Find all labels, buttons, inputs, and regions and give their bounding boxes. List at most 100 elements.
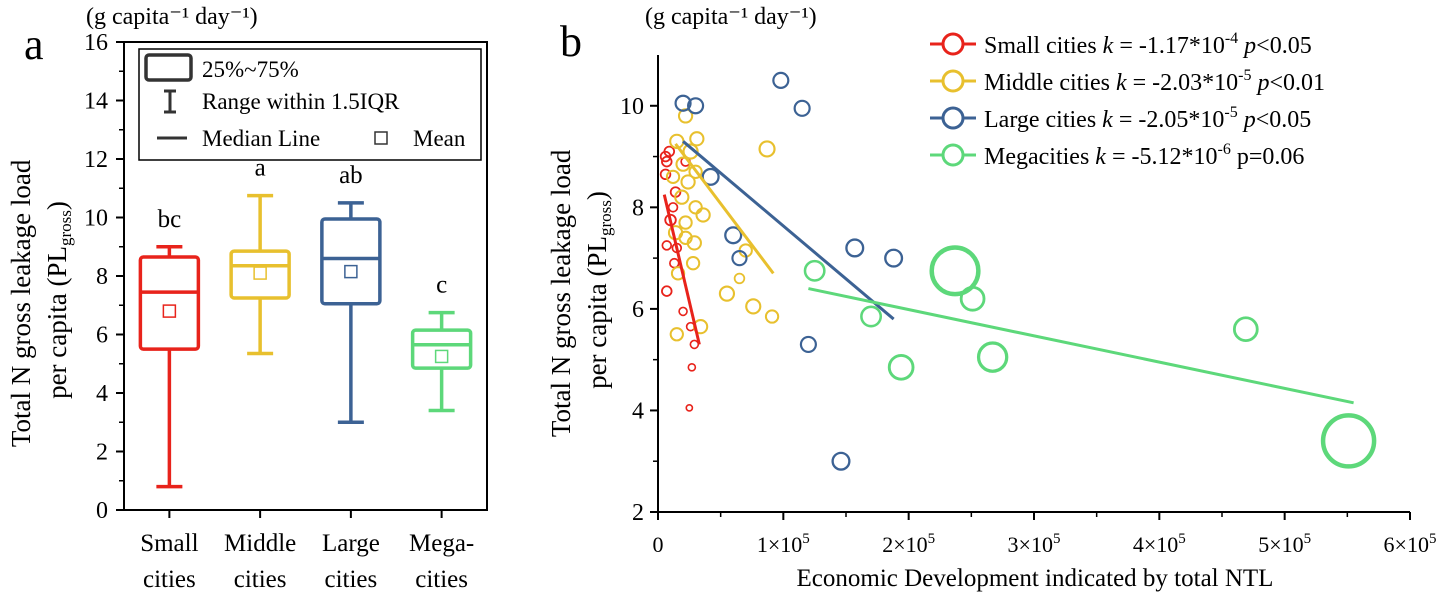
legend-slope: = -5.12*10 [1106, 144, 1218, 170]
x-tick-mantissa: 0 [653, 532, 664, 557]
y-tick-label: 12 [84, 147, 108, 173]
legend-series-name: Large cities [984, 107, 1102, 133]
series-middle-cities [665, 108, 780, 342]
legend-k-symbol: k [1102, 107, 1113, 133]
data-point [731, 250, 748, 267]
panel-b-ylabel-sub: gross [596, 200, 615, 236]
x-tick-label-line2: cities [324, 566, 377, 593]
data-point [687, 97, 705, 115]
data-point [674, 94, 692, 112]
data-point [929, 245, 981, 297]
series-megacities [803, 245, 1377, 469]
legend-p-value: <0.05 [1256, 107, 1312, 133]
data-point [661, 285, 673, 297]
significance-letter: bc [158, 206, 182, 233]
data-point [663, 145, 676, 158]
y-tick-label: 4 [632, 398, 644, 424]
x-tick-label: 2×105 [882, 531, 935, 557]
panel-b-ylabel-line1: Total N gross leakage load [546, 149, 576, 437]
legend-mean-label: Mean [413, 126, 466, 151]
legend-marker [941, 106, 965, 130]
panel-a-ylabel-line1: Total N gross leakage load [6, 159, 36, 447]
data-point [688, 164, 703, 179]
y-tick-label: 8 [632, 195, 644, 221]
data-point [793, 99, 811, 117]
legend-slope: = -1.17*10 [1113, 33, 1225, 59]
legend-frame [138, 48, 482, 161]
x-tick-exponent: 5 [1053, 531, 1061, 547]
x-tick-label: 6×105 [1384, 531, 1437, 557]
legend-series-name: Megacities [984, 144, 1095, 170]
y-tick-label: 10 [84, 206, 108, 232]
legend-p-symbol: p [1238, 107, 1256, 133]
box-megacities: c Mega-cities [409, 272, 474, 593]
panel-b-legend: Small cities k = -1.17*10-4 p<0.05 Middle… [930, 30, 1325, 170]
x-tick-label: 0 [653, 532, 664, 557]
x-tick-exponent: 5 [802, 531, 810, 547]
data-point [724, 226, 743, 245]
legend-entry: Large cities k = -2.05*10-5 p<0.05 [984, 104, 1311, 133]
panel-a-letter: a [24, 20, 44, 69]
panel-a-units: (g capita⁻¹ day⁻¹) [86, 4, 258, 30]
data-point [733, 272, 746, 285]
x-tick-label-line1: Large [322, 530, 380, 557]
legend-range-label: Range within 1.5IQR [202, 89, 400, 114]
data-point [678, 215, 693, 230]
legend-k-symbol: k [1116, 70, 1127, 96]
legend-slope-exponent: -6 [1217, 141, 1230, 158]
panel-b-ylabel: Total N gross leakage load per capita (P… [546, 143, 615, 437]
fit-line-megacities [808, 287, 1354, 405]
data-point [976, 341, 1009, 373]
x-tick-mantissa: 1×10 [757, 532, 802, 557]
panel-b-ylabel-close: ) [582, 191, 612, 200]
legend-k-symbol: k [1095, 144, 1106, 170]
legend-p-value: p=0.06 [1231, 144, 1305, 170]
panel-a-legend: 25%~75% Range within 1.5IQR Median Line … [138, 48, 482, 161]
data-point [688, 200, 703, 215]
x-tick-label: 5×105 [1258, 531, 1311, 557]
legend-series-name: Small cities [984, 33, 1103, 59]
legend-entry: Small cities k = -1.17*10-4 p<0.05 [984, 30, 1312, 59]
legend-median-label: Median Line [202, 126, 320, 151]
y-tick-label: 8 [96, 264, 108, 290]
fit-line-middle-cities [674, 142, 775, 275]
panel-b: b (g capita⁻¹ day⁻¹) Total N gross leaka… [546, 4, 1436, 592]
data-point [772, 71, 790, 89]
legend-slope-exponent: -5 [1224, 104, 1237, 121]
data-point [669, 327, 684, 342]
box-large-cities: ab Large cities [320, 162, 382, 593]
legend-marker [941, 69, 965, 93]
box-middle-cities: a Middle cities [224, 155, 296, 593]
data-point [689, 131, 705, 147]
y-tick-label: 14 [84, 89, 108, 115]
y-tick-label: 6 [632, 297, 644, 323]
panel-a-ylabel-line2: per capita (PL [42, 246, 72, 399]
x-tick-exponent: 5 [1178, 531, 1186, 547]
x-tick-label: 1×105 [757, 531, 810, 557]
legend-slope-exponent: -5 [1238, 67, 1251, 84]
significance-letter: ab [339, 162, 363, 189]
data-point [674, 189, 690, 205]
data-point [695, 207, 711, 223]
box-iqr [410, 328, 473, 370]
y-tick-label: 0 [96, 498, 108, 524]
data-point [680, 174, 696, 190]
panel-b-units: (g capita⁻¹ day⁻¹) [645, 4, 817, 30]
fit-line-small-cities [662, 194, 701, 345]
data-point [831, 451, 851, 471]
data-point [685, 404, 694, 412]
legend-series-name: Middle cities [984, 70, 1116, 96]
data-point [687, 362, 697, 372]
x-tick-label-line2: cities [415, 566, 468, 593]
legend-box-swatch [144, 53, 193, 82]
legend-marker [941, 32, 965, 56]
significance-letter: a [255, 155, 266, 182]
legend-marker [941, 143, 965, 167]
legend-slope-exponent: -4 [1225, 30, 1238, 47]
legend-mean-swatch [374, 131, 388, 145]
data-point [661, 240, 673, 251]
data-point [959, 285, 986, 312]
data-point [1232, 316, 1259, 343]
data-point [682, 143, 699, 160]
